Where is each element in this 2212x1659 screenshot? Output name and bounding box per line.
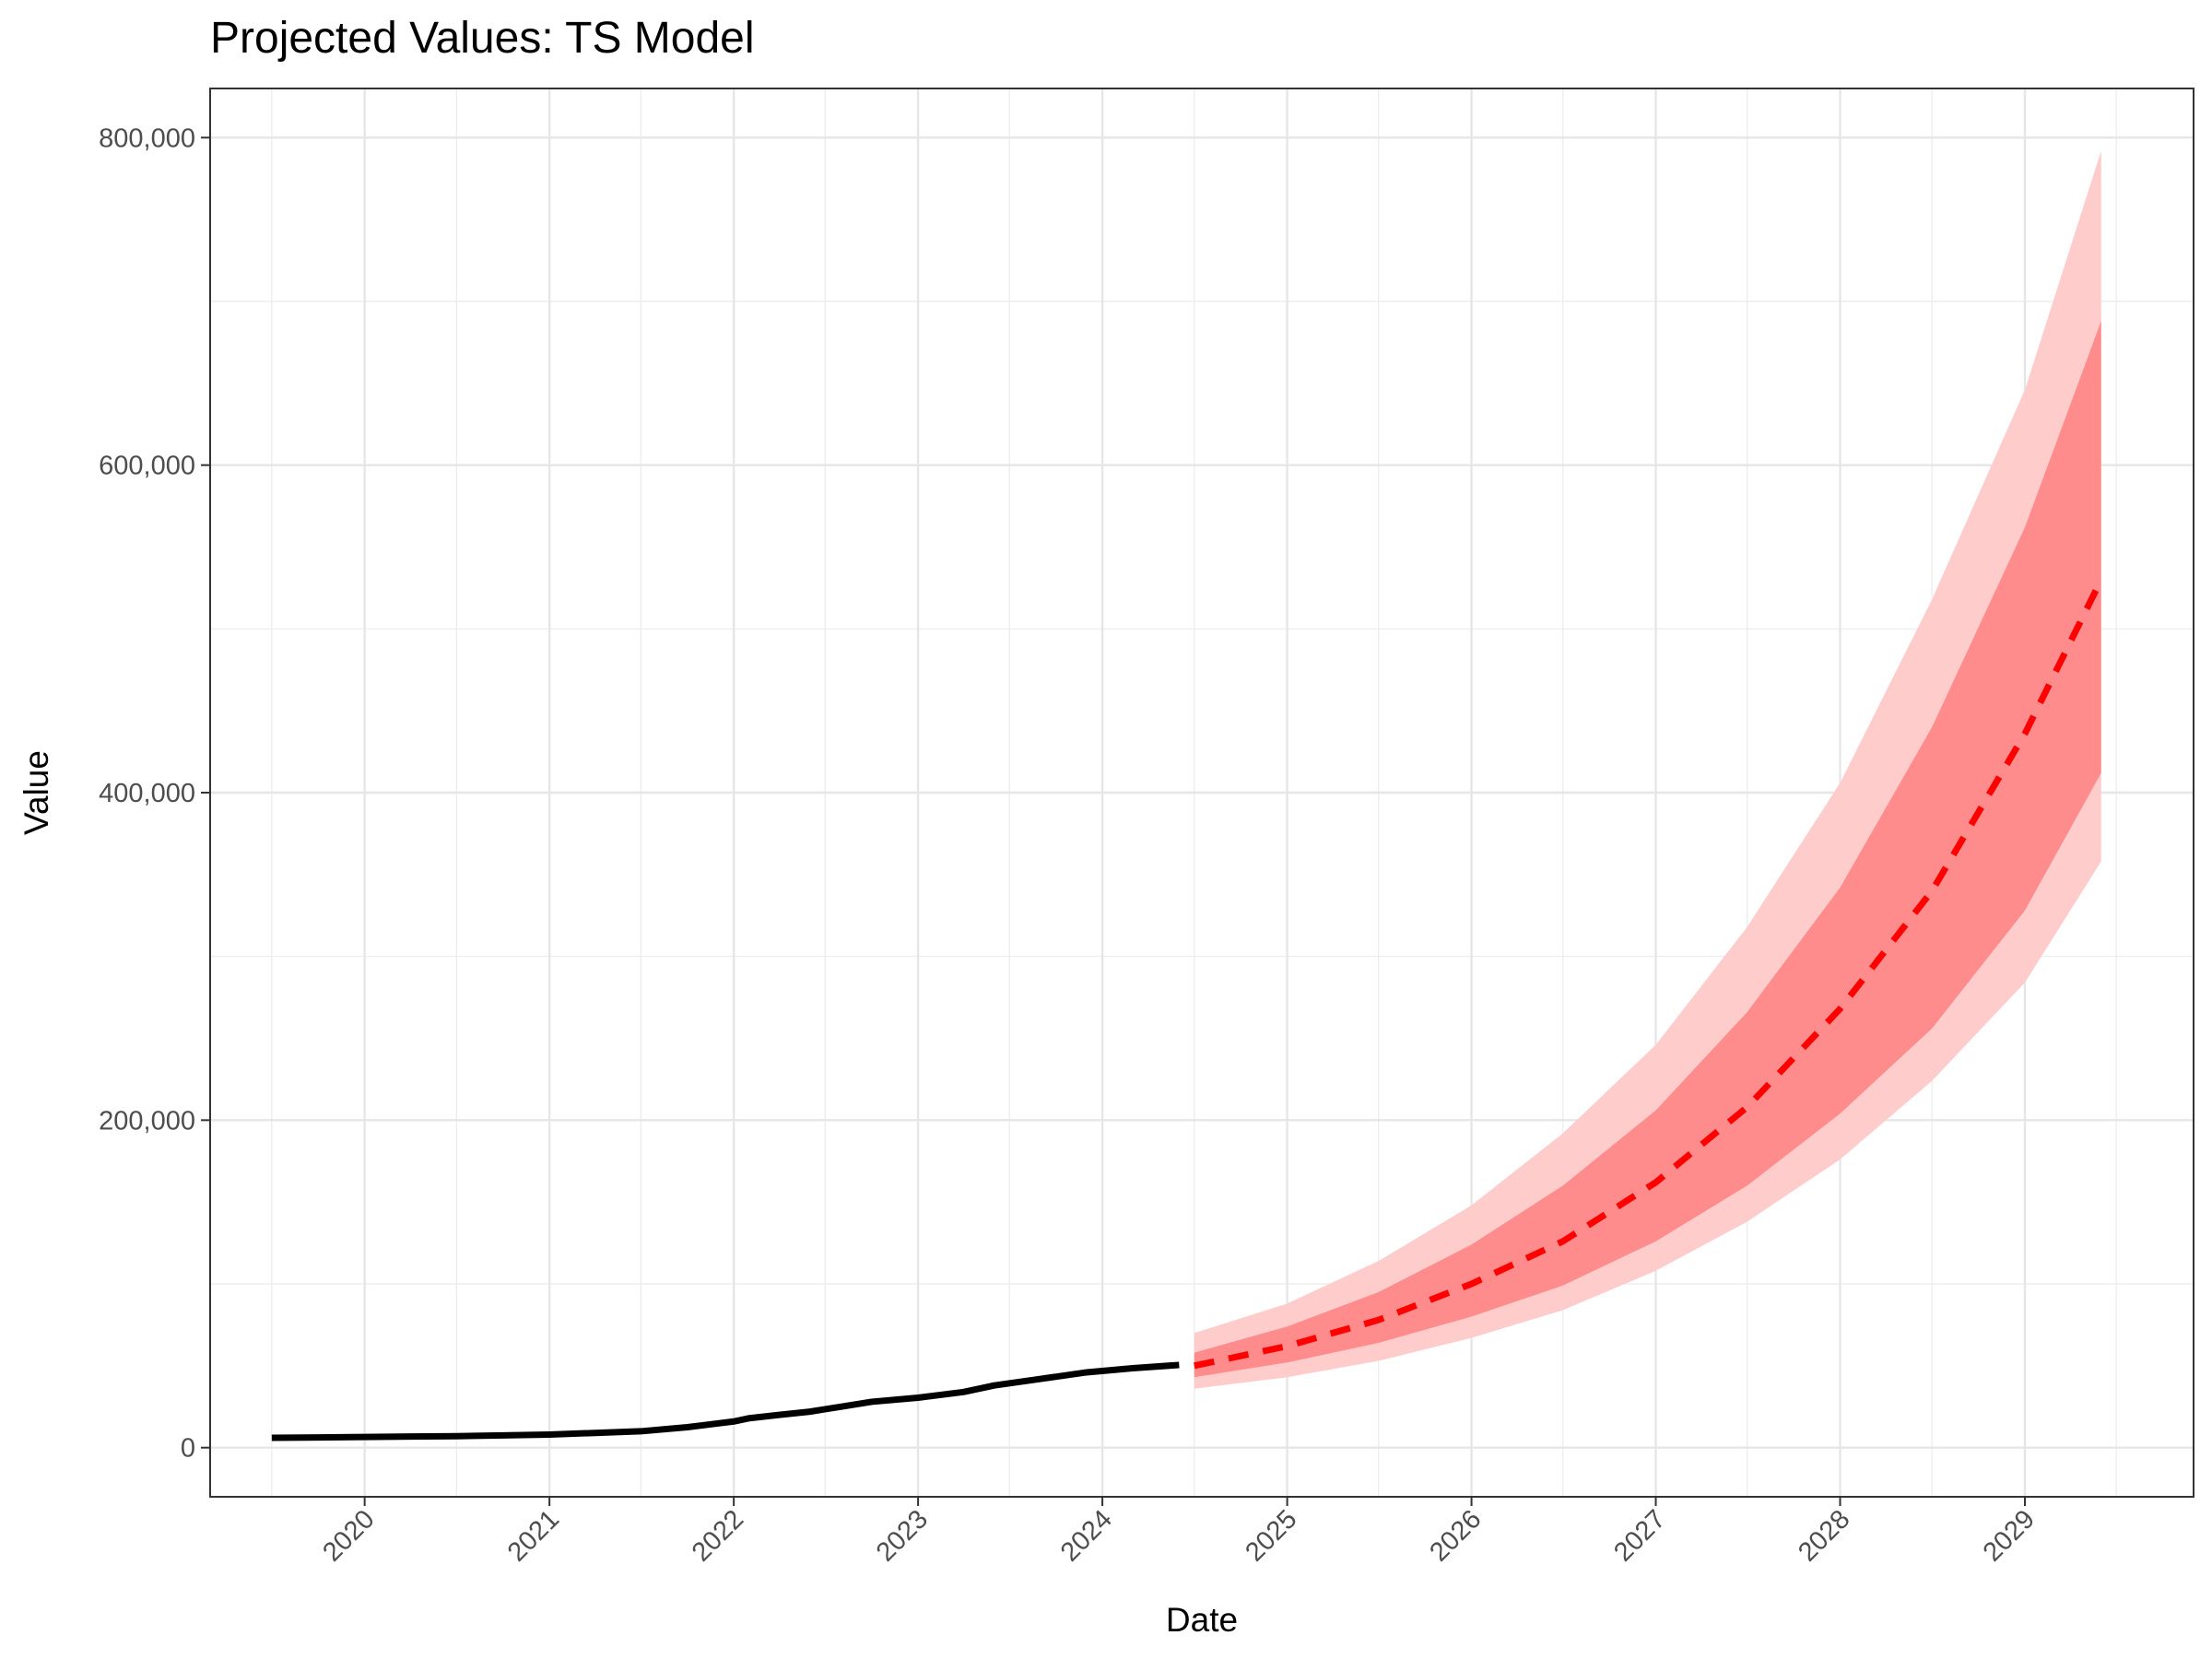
x-tick-label: 2021 [502,1504,565,1567]
x-tick-label: 2022 [687,1504,749,1567]
forecast-band-80 [1194,321,2101,1378]
x-tick-label: 2028 [1793,1504,1855,1567]
x-tick-label: 2026 [1424,1504,1487,1567]
chart-title: Projected Values: TS Model [210,14,755,63]
x-axis: 2020 2021 2022 2023 2024 2025 2026 2027 2028 2029 [317,1497,2041,1568]
actual-line [271,1361,1180,1441]
y-tick-label: 200,000 [99,1106,195,1135]
forecast-line [1194,578,2104,1370]
x-tick-label: 2027 [1608,1504,1671,1567]
y-tick-label: 400,000 [99,779,195,808]
forecast-bands [1194,150,2101,1389]
series-lines [271,578,2104,1441]
x-tick-label: 2024 [1055,1504,1118,1567]
x-tick-label: 2029 [1978,1504,2041,1567]
x-tick-label: 2023 [871,1504,934,1567]
y-tick-label: 0 [181,1434,195,1464]
x-tick-label: 2020 [317,1504,380,1567]
y-axis: 0 200,000 400,000 600,000 800,000 [99,124,210,1464]
y-axis-title: Value [18,750,55,835]
y-tick-label: 600,000 [99,452,195,481]
x-tick-label: 2025 [1240,1504,1302,1567]
y-tick-label: 800,000 [99,124,195,153]
x-axis-title: Date [1166,1601,1238,1639]
